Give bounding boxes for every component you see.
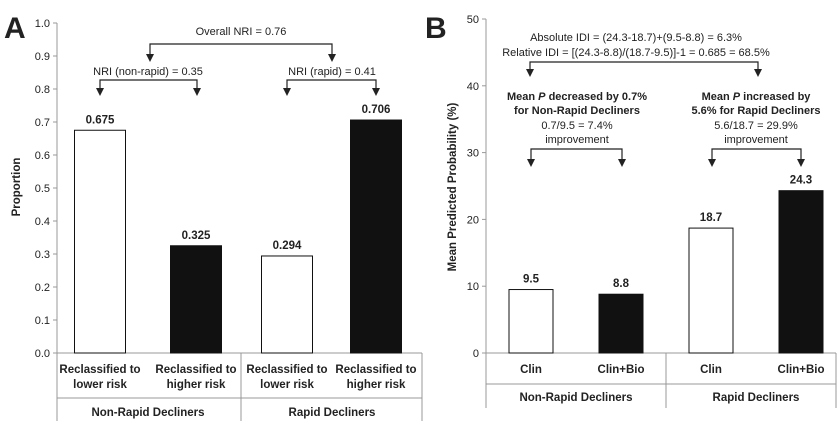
data-labels-b: 9.5 8.8 18.7 24.3 (523, 175, 812, 291)
bars-a (74, 119, 402, 354)
bar (261, 255, 313, 354)
rapid-bracket (711, 148, 802, 159)
data-label: 18.7 (700, 212, 722, 224)
y-tick-label: 0.0 (35, 348, 50, 360)
y-tick-label: 1.0 (35, 18, 50, 30)
bar (598, 293, 644, 354)
data-label: 24.3 (790, 175, 812, 187)
category-label: Reclassified to (335, 364, 416, 376)
arrow-icon (708, 159, 716, 167)
data-label: 0.706 (362, 104, 391, 116)
y-tick-label: 40 (467, 81, 479, 93)
y-tick-label: 50 (467, 14, 479, 26)
bar (688, 227, 734, 354)
arrow-icon (96, 88, 104, 96)
bar (74, 129, 126, 354)
nri-rapid-bracket (286, 79, 377, 88)
heading-part: increased by (743, 91, 811, 103)
arrow-icon (527, 159, 535, 167)
category-label: lower risk (260, 379, 314, 391)
category-label: Reclassified to (246, 364, 327, 376)
rapid-mean-change-heading: Mean P increased by (702, 91, 812, 103)
bars-b (508, 190, 824, 354)
arrow-icon (618, 159, 626, 167)
y-tick-label: 0.3 (35, 249, 50, 261)
y-tick-label: 0.8 (35, 84, 50, 96)
group-label: Non-Rapid Decliners (519, 392, 632, 404)
bar (170, 245, 222, 354)
data-label: 0.294 (273, 240, 302, 252)
y-tick-label: 0.1 (35, 315, 50, 327)
overall-nri-bracket (149, 43, 333, 55)
category-label: higher risk (347, 379, 406, 391)
y-tick-label: 0.6 (35, 150, 50, 162)
arrow-icon (797, 159, 805, 167)
y-tick-label: 0.9 (35, 51, 50, 63)
axes-a: 0.0 0.1 0.2 0.3 0.4 0.5 0.6 0.7 0.8 0.9 1.0 (35, 18, 422, 360)
nri-non-rapid-annotation: NRI (non-rapid) = 0.35 (93, 66, 203, 78)
y-tick-label: 0.5 (35, 183, 50, 195)
data-label: 9.5 (523, 274, 540, 286)
y-axis-title-a: Proportion (11, 158, 23, 217)
category-label: Clin (520, 364, 542, 376)
non-rapid-mean-change-heading: Mean P decreased by 0.7% (507, 91, 647, 103)
bar (350, 119, 402, 354)
y-axis-title-b: Mean Predicted Probability (%) (447, 102, 459, 271)
rapid-improvement: improvement (724, 134, 788, 146)
heading-part: P (538, 91, 546, 103)
y-tick-label: 20 (467, 214, 479, 226)
category-label: higher risk (167, 379, 226, 391)
heading-part: Mean (507, 91, 535, 103)
arrow-icon (146, 54, 154, 62)
category-label: lower risk (73, 379, 127, 391)
data-label: 0.325 (182, 230, 211, 242)
y-tick-label: 0.2 (35, 282, 50, 294)
y-tick-label: 0.7 (35, 117, 50, 129)
arrow-icon (526, 69, 534, 77)
y-tick-label: 0.4 (35, 216, 50, 228)
heading-part: P (733, 91, 741, 103)
category-label: Clin+Bio (778, 364, 825, 376)
non-rapid-calculation: 0.7/9.5 = 7.4% (541, 120, 612, 132)
data-labels-a: 0.675 0.325 0.294 0.706 (86, 104, 391, 252)
heading-part: decreased by 0.7% (549, 91, 648, 103)
bar (778, 190, 824, 354)
bar (508, 289, 554, 354)
arrow-icon (754, 69, 762, 77)
relative-idi-annotation: Relative IDI = [(24.3-8.8)/(18.7-9.5)]-1… (502, 47, 770, 59)
y-tick-label: 0 (473, 348, 479, 360)
group-label: Rapid Decliners (713, 392, 800, 404)
idi-bracket (529, 61, 759, 69)
category-label: Clin (700, 364, 722, 376)
arrow-icon (283, 88, 291, 96)
category-label: Reclassified to (59, 364, 140, 376)
panel-label-a: A (4, 12, 26, 45)
non-rapid-improvement: improvement (545, 134, 609, 146)
nri-rapid-annotation: NRI (rapid) = 0.41 (288, 66, 376, 78)
panel-label-b: B (425, 12, 447, 45)
non-rapid-mean-change-subheading: for Non-Rapid Decliners (514, 105, 640, 117)
panel-a: A Proportion 0.0 0.1 0.2 0.3 0.4 0.5 0.6 0.7 0.8… (4, 12, 423, 421)
heading-part: Mean (702, 91, 730, 103)
category-label: Reclassified to (155, 364, 236, 376)
data-label: 8.8 (613, 278, 630, 290)
y-tick-label: 10 (467, 281, 479, 293)
rapid-mean-change-subheading: 5.6% for Rapid Decliners (692, 105, 821, 117)
non-rapid-bracket (530, 148, 623, 159)
group-label: Non-Rapid Decliners (91, 407, 204, 419)
y-tick-label: 30 (467, 148, 479, 160)
arrow-icon (372, 88, 380, 96)
overall-nri-annotation: Overall NRI = 0.76 (196, 26, 287, 38)
nri-non-rapid-bracket (99, 79, 198, 88)
rapid-calculation: 5.6/18.7 = 29.9% (714, 120, 798, 132)
panel-b: B Mean Predicted Probability (%) 0 10 20 30… (425, 12, 837, 408)
category-label: Clin+Bio (598, 364, 645, 376)
arrow-icon (328, 54, 336, 62)
data-label: 0.675 (86, 114, 115, 126)
absolute-idi-annotation: Absolute IDI = (24.3-18.7)+(9.5-8.8) = 6… (530, 32, 742, 44)
group-label: Rapid Decliners (289, 407, 376, 419)
arrow-icon (193, 88, 201, 96)
